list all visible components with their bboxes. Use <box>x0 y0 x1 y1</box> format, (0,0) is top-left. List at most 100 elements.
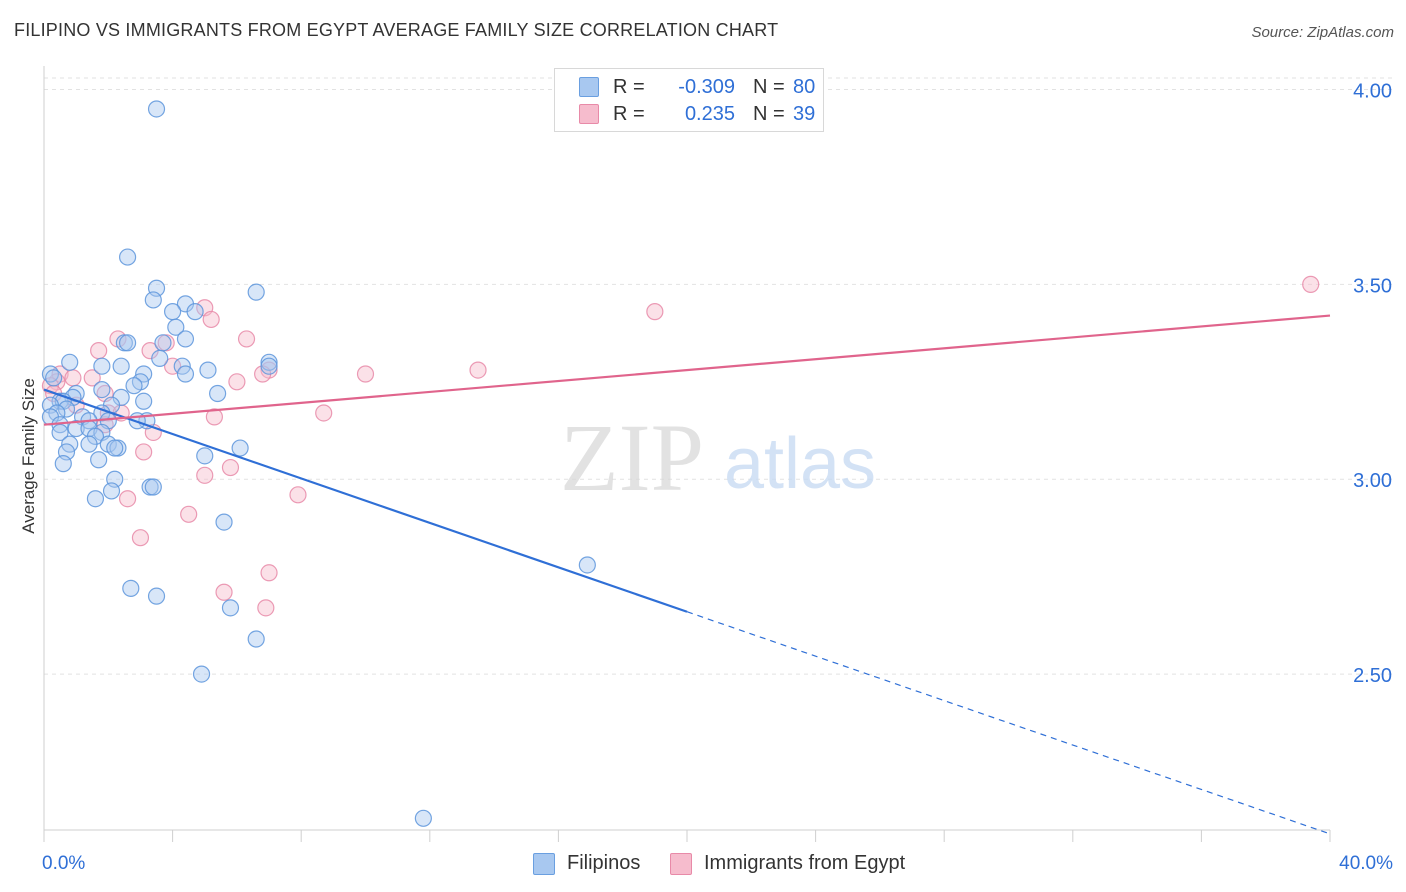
egypt-point <box>83 369 101 387</box>
filipino-point <box>260 357 278 375</box>
filipino-point <box>102 482 121 500</box>
trend-lines <box>43 314 1331 835</box>
gridlines <box>44 77 1392 675</box>
egypt-point <box>237 330 256 348</box>
filipino-point <box>192 665 211 683</box>
filipino-point <box>247 630 265 648</box>
egypt-point <box>180 505 198 523</box>
chart-title: FILIPINO VS IMMIGRANTS FROM EGYPT AVERAG… <box>14 20 779 40</box>
egypt-point <box>356 365 375 383</box>
filipino-point <box>151 349 169 368</box>
filipino-point <box>125 377 143 395</box>
egypt-point <box>205 408 223 426</box>
axes <box>43 66 1331 842</box>
filipino-point <box>196 447 214 465</box>
filipino-point <box>86 490 105 508</box>
filipino-point <box>57 400 76 418</box>
filipino-points <box>41 100 596 827</box>
filipinos-swatch <box>533 852 555 875</box>
r-label: R = <box>613 75 645 98</box>
source-label: Source: ZipAtlas.com <box>1251 24 1394 41</box>
legend-row-filipinos: R = -0.309 N = 80 <box>579 75 815 99</box>
filipino-point <box>51 423 69 442</box>
filipino-point <box>144 478 162 496</box>
legend-item-egypt[interactable]: Immigrants from Egypt <box>670 852 905 875</box>
legend-label: Immigrants from Egypt <box>704 852 906 874</box>
egypt-point <box>260 564 278 582</box>
filipino-point <box>231 439 249 457</box>
y-tick-label: 3.50 <box>1353 275 1392 297</box>
watermark-zip: ZIP <box>560 404 704 511</box>
filipinos-swatch <box>579 77 599 97</box>
filipino-point <box>578 556 596 574</box>
legend-row-egypt: R = 0.235 N = 39 <box>579 102 815 126</box>
filipino-point <box>186 303 204 321</box>
n-label: N = <box>753 75 785 98</box>
watermark: ZIP atlas <box>560 404 876 511</box>
r-label: R = <box>613 102 645 125</box>
egypt-trend-line <box>43 314 1331 426</box>
egypt-point <box>135 443 153 461</box>
r-value: -0.309 <box>678 75 735 98</box>
filipino-point <box>45 369 63 387</box>
filipino-point <box>167 318 185 336</box>
filipino-point <box>147 587 166 605</box>
egypt-point <box>164 357 182 375</box>
filipino-point <box>112 357 130 375</box>
egypt-point <box>90 342 108 360</box>
egypt-point <box>221 458 240 477</box>
filipino-point <box>414 809 432 827</box>
filipino-point <box>106 439 124 457</box>
y-tick-label: 2.50 <box>1353 665 1392 687</box>
filipino-point <box>260 353 278 371</box>
filipino-trend-extension <box>686 611 1331 835</box>
filipino-point <box>80 435 98 453</box>
egypt-point <box>315 404 333 422</box>
filipino-point <box>209 384 227 403</box>
x-tick-label: 40.0% <box>1339 853 1393 874</box>
filipino-point <box>176 330 195 348</box>
filipino-point <box>54 455 72 473</box>
filipino-point <box>135 392 153 410</box>
filipino-point <box>61 353 79 371</box>
filipino-point <box>154 334 172 352</box>
filipino-point <box>118 248 137 266</box>
y-axis-label: Average Family Size <box>19 378 38 534</box>
filipino-point <box>164 303 182 321</box>
filipino-point <box>90 451 108 469</box>
egypt-point <box>196 466 214 484</box>
filipino-point <box>122 579 140 597</box>
egypt-swatch <box>579 104 599 124</box>
filipino-point <box>215 513 233 531</box>
y-tick-label: 3.00 <box>1353 470 1392 492</box>
filipino-point <box>93 357 111 375</box>
tick-labels: 2.50 3.00 3.50 4.00 0.0% 40.0% <box>42 80 1393 874</box>
filipino-point <box>93 380 111 399</box>
y-tick-label: 4.00 <box>1353 80 1392 102</box>
filipino-trend-line <box>43 388 688 613</box>
x-tick-label: 0.0% <box>42 853 85 874</box>
egypt-point <box>257 599 275 617</box>
egypt-swatch <box>670 852 692 875</box>
filipino-point <box>221 599 240 617</box>
correlation-legend: R = -0.309 N = 80 R = 0.235 N = 39 <box>554 68 824 132</box>
legend-item-filipinos[interactable]: Filipinos <box>533 852 640 875</box>
egypt-point <box>289 486 307 504</box>
egypt-point <box>131 529 150 547</box>
watermark-atlas: atlas <box>724 424 876 504</box>
series-legend: Filipinos Immigrants from Egypt <box>0 852 1406 878</box>
egypt-point <box>215 583 233 601</box>
egypt-point <box>64 369 82 387</box>
n-label: N = <box>753 102 785 125</box>
egypt-point <box>1302 275 1320 293</box>
filipino-point <box>147 100 166 118</box>
egypt-point <box>469 361 487 379</box>
filipino-point <box>199 361 217 379</box>
egypt-point <box>118 490 137 508</box>
egypt-point <box>646 303 664 321</box>
filipino-point <box>247 283 265 301</box>
egypt-point <box>228 373 246 391</box>
n-value: 39 <box>793 102 816 125</box>
filipino-point <box>144 291 162 309</box>
